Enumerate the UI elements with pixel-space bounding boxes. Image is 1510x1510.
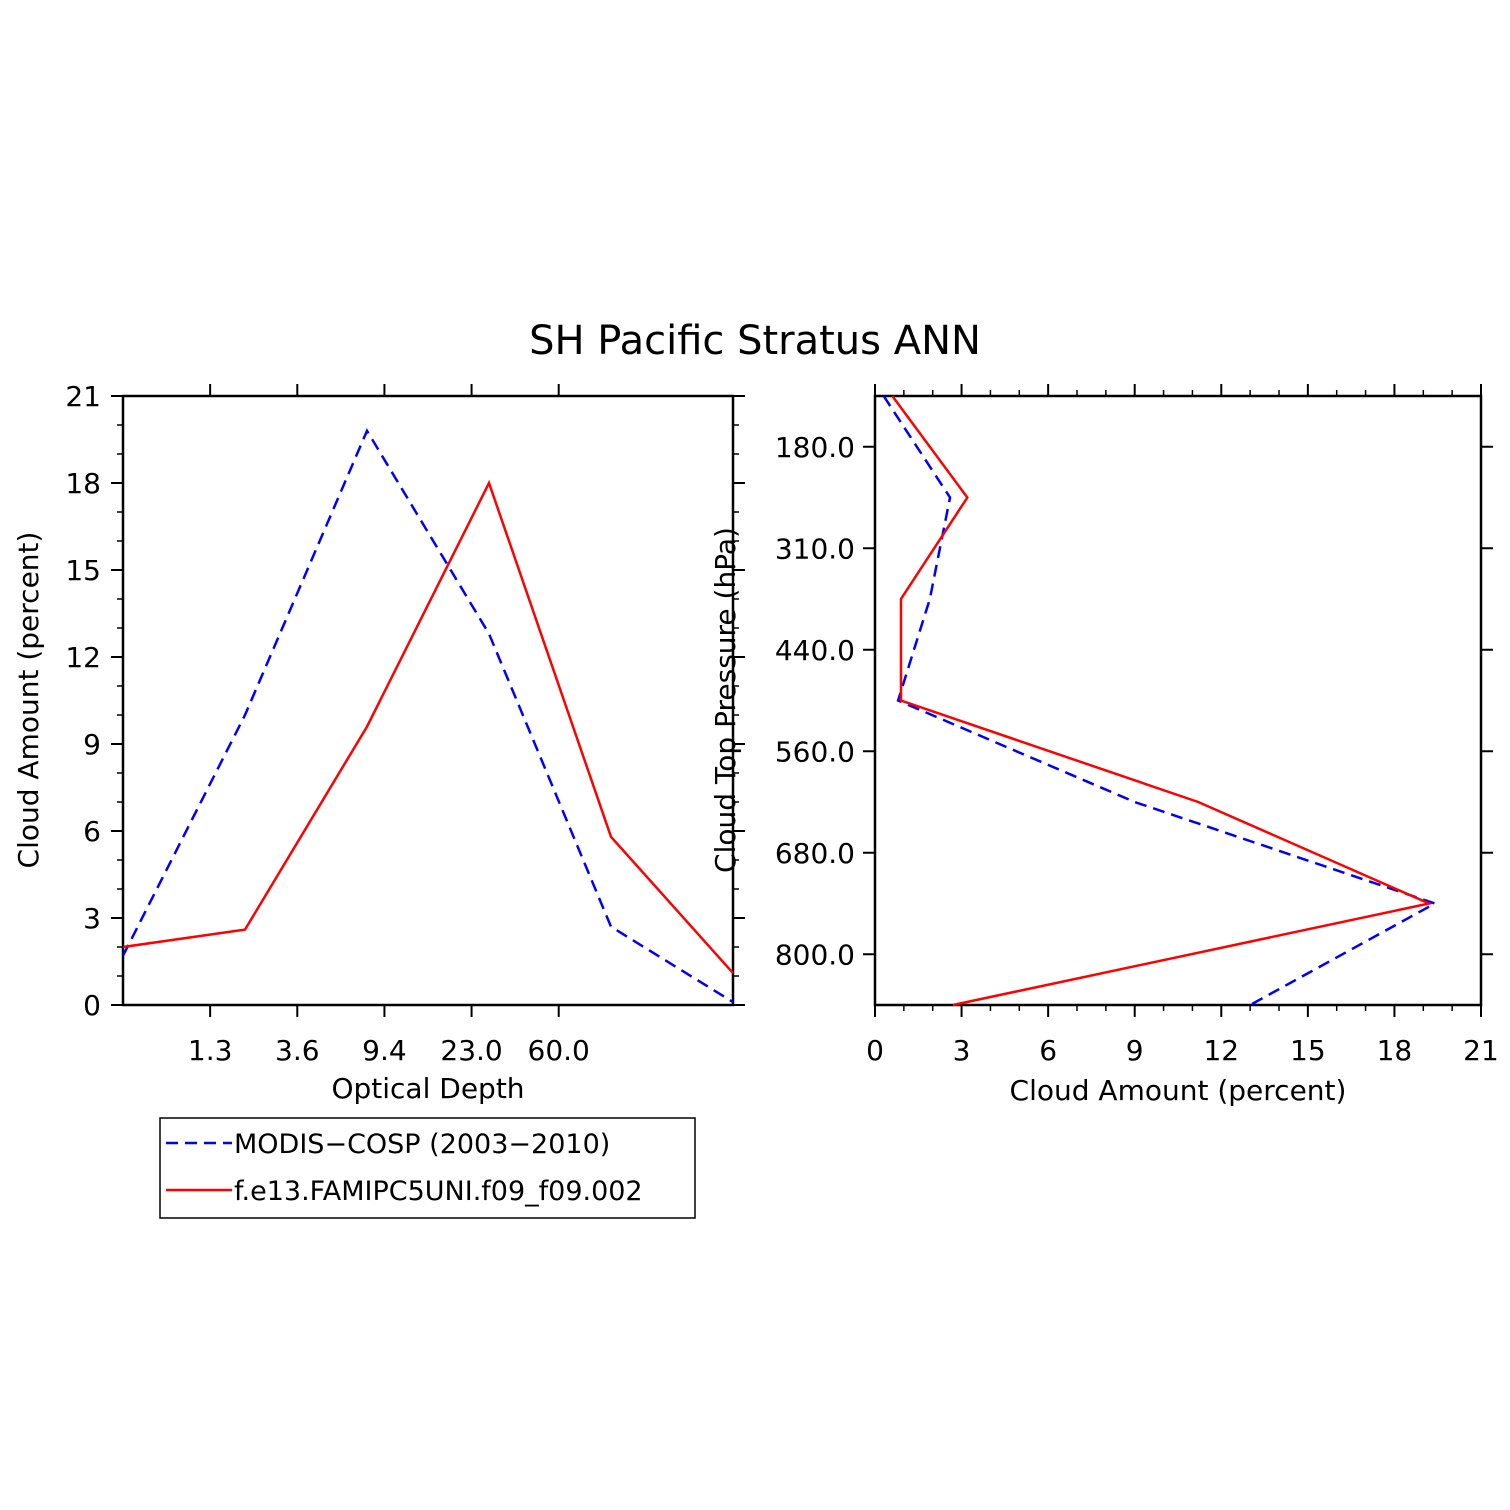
right-ytick-label: 800.0 — [775, 938, 855, 971]
left-ytick-label: 15 — [65, 554, 101, 587]
left-xtick-label: 1.3 — [188, 1034, 233, 1067]
right-ticks: 0 3 6 9 12 15 18 21 180.0 310.0 440.0 560.0 680.0 800… — [775, 384, 1499, 1067]
right-xtick-label: 0 — [866, 1034, 884, 1067]
right-line-obs — [882, 395, 1438, 1007]
left-ticks: 0 3 6 9 12 15 18 21 1.3 3.6 9.4 23.0 60.0 — [65, 380, 745, 1067]
right-xtick-label: 15 — [1290, 1034, 1326, 1067]
left-panel: 0 3 6 9 12 15 18 21 1.3 3.6 9.4 23.0 60.0 Optical De… — [12, 380, 745, 1105]
legend-box — [159, 1117, 696, 1219]
right-xtick-label: 18 — [1377, 1034, 1413, 1067]
left-xtick-label: 60.0 — [528, 1034, 590, 1067]
right-plot-frame — [873, 394, 1483, 1007]
legend: MODIS−COSP (2003−2010) f.e13.FAMIPC5UNI.… — [159, 1117, 696, 1219]
right-xtick-label: 3 — [953, 1034, 971, 1067]
left-plot-frame — [121, 394, 735, 1007]
right-panel: 0 3 6 9 12 15 18 21 180.0 310.0 440.0 560.0 680.0 800… — [709, 384, 1499, 1107]
left-xtick-label: 3.6 — [275, 1034, 320, 1067]
right-series — [882, 395, 1438, 1007]
left-xtick-label: 9.4 — [362, 1034, 407, 1067]
chart-title: SH Pacific Stratus ANN — [529, 318, 981, 364]
right-ytick-label: 440.0 — [775, 634, 855, 667]
right-line-model — [891, 395, 1434, 1007]
right-xtick-label: 12 — [1203, 1034, 1239, 1067]
legend-label-model: f.e13.FAMIPC5UNI.f09_f09.002 — [234, 1176, 643, 1207]
right-xlabel: Cloud Amount (percent) — [1010, 1074, 1347, 1107]
left-ytick-label: 3 — [83, 902, 101, 935]
legend-label-obs: MODIS−COSP (2003−2010) — [234, 1129, 610, 1160]
left-xlabel: Optical Depth — [331, 1072, 524, 1105]
right-ytick-label: 180.0 — [775, 431, 855, 464]
left-xtick-label: 23.0 — [440, 1034, 502, 1067]
left-ylabel: Cloud Amount (percent) — [12, 532, 45, 869]
left-line-model — [122, 479, 734, 974]
left-line-obs — [121, 428, 734, 1004]
left-ytick-label: 18 — [65, 467, 101, 500]
right-ytick-label: 560.0 — [775, 735, 855, 768]
right-ytick-label: 680.0 — [775, 837, 855, 870]
left-ytick-label: 9 — [83, 728, 101, 761]
left-series — [121, 428, 734, 1004]
left-ytick-label: 6 — [83, 815, 101, 848]
right-ytick-label: 310.0 — [775, 532, 855, 565]
right-ylabel: Cloud Top Pressure (hPa) — [709, 527, 742, 873]
left-ytick-label: 0 — [83, 989, 101, 1022]
right-xtick-label: 6 — [1039, 1034, 1057, 1067]
right-xtick-label: 21 — [1463, 1034, 1499, 1067]
left-ytick-label: 21 — [65, 380, 101, 413]
right-xtick-label: 9 — [1126, 1034, 1144, 1067]
left-ytick-label: 12 — [65, 641, 101, 674]
